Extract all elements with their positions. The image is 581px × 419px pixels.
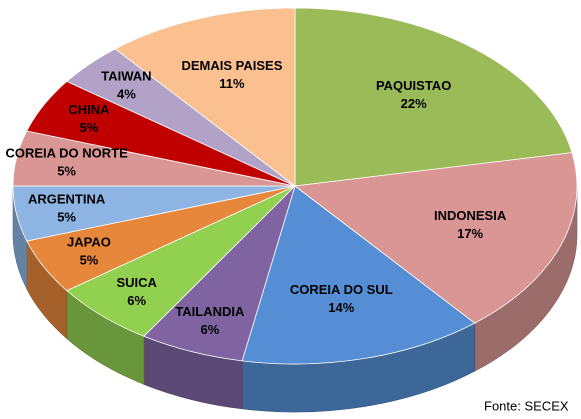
- slice-label: INDONESIA: [434, 208, 507, 223]
- value-label: 5%: [57, 209, 76, 224]
- walls: [12, 185, 578, 413]
- tops: [12, 7, 578, 365]
- value-label: 5%: [57, 164, 76, 179]
- slice-label: TAILANDIA: [175, 304, 245, 319]
- slice-label: SUICA: [116, 275, 157, 290]
- slice-label: PAQUISTAO: [376, 78, 451, 93]
- slice: [293, 152, 578, 324]
- value-label: 11%: [219, 76, 245, 91]
- slice-label: DEMAIS PAISES: [182, 58, 283, 73]
- value-label: 6%: [200, 322, 219, 337]
- value-label: 5%: [80, 253, 99, 268]
- slice-label: COREIA DO NORTE: [5, 146, 128, 161]
- value-label: 14%: [328, 300, 354, 315]
- value-label: 6%: [127, 293, 146, 308]
- slice: [241, 185, 476, 365]
- slice: [294, 7, 573, 187]
- source-note: Fonte: SECEX: [484, 398, 569, 413]
- slice-label: ARGENTINA: [28, 191, 106, 206]
- slice-label: JAPAO: [67, 235, 111, 250]
- value-label: 5%: [80, 120, 99, 135]
- value-label: 17%: [457, 226, 483, 241]
- slice-label: TAIWAN: [101, 69, 151, 84]
- slice: [114, 7, 296, 187]
- value-label: 4%: [117, 87, 136, 102]
- value-label: 22%: [401, 96, 427, 111]
- labels: PAQUISTAO 22% INDONESIA 17% COREIA DO SUL 14%…: [5, 58, 506, 337]
- slice-label: CHINA: [68, 102, 110, 117]
- slice-label: COREIA DO SUL: [290, 282, 393, 297]
